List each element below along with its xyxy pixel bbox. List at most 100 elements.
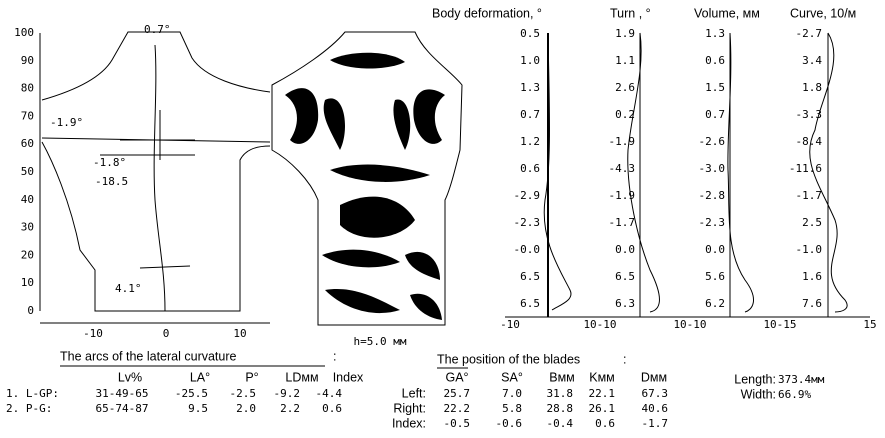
row-label: Index: bbox=[392, 416, 426, 430]
column-header: Kмм bbox=[589, 370, 615, 384]
cell: -9.2 bbox=[274, 387, 301, 400]
cell: 26.1 bbox=[589, 402, 616, 415]
tick-label: -1.9 bbox=[609, 189, 636, 202]
y-tick-label: 70 bbox=[21, 109, 34, 122]
cell: 65-74-87 bbox=[96, 402, 149, 415]
tick-label: 6.2 bbox=[705, 297, 725, 310]
tick-label: -1.7 bbox=[609, 216, 636, 229]
tick-label: 6.5 bbox=[615, 270, 635, 283]
tick-label: -2.7 bbox=[796, 27, 823, 40]
tick-label: -2.9 bbox=[514, 189, 541, 202]
column-header: Volume, мм bbox=[694, 6, 760, 20]
cell: -2.5 bbox=[230, 387, 257, 400]
annotation: -1.9° bbox=[50, 116, 83, 129]
screen: 1009080706050403020100-100100.7°-1.9°-1.… bbox=[0, 0, 885, 438]
column-header: Dмм bbox=[641, 370, 667, 384]
x-tick-label: 10-10 bbox=[673, 318, 706, 331]
cell: -0.4 bbox=[547, 417, 574, 430]
cell: -4.4 bbox=[316, 387, 343, 400]
tick-label: 1.6 bbox=[802, 270, 822, 283]
tick-label: 0.0 bbox=[615, 243, 635, 256]
cell: 5.8 bbox=[502, 402, 522, 415]
tick-label: 1.3 bbox=[705, 27, 725, 40]
column-header: Bмм bbox=[549, 370, 575, 384]
annotation: 0.7° bbox=[144, 23, 171, 36]
tick-label: -8.4 bbox=[796, 135, 823, 148]
cell: -0.6 bbox=[496, 417, 523, 430]
cell: 9.5 bbox=[188, 402, 208, 415]
x-tick-label: 10-15 bbox=[763, 318, 796, 331]
cell: 0.6 bbox=[322, 402, 342, 415]
cell: 2.2 bbox=[280, 402, 300, 415]
row-label: 1. L-GP: bbox=[6, 387, 59, 400]
tick-label: 0.7 bbox=[520, 108, 540, 121]
x-tick-label: -10 bbox=[500, 318, 520, 331]
cell: 22.2 bbox=[444, 402, 471, 415]
x-tick-label: -10 bbox=[83, 327, 103, 340]
summary-label: Length: bbox=[734, 372, 776, 386]
tick-label: 0.0 bbox=[705, 243, 725, 256]
tick-label: -2.3 bbox=[514, 216, 541, 229]
cell: 7.0 bbox=[502, 387, 522, 400]
tick-label: 2.6 bbox=[615, 81, 635, 94]
tick-label: -1.7 bbox=[796, 189, 823, 202]
column-header: Turn , ° bbox=[610, 6, 651, 20]
y-tick-label: 0 bbox=[27, 304, 34, 317]
y-tick-label: 30 bbox=[21, 221, 34, 234]
tick-label: 2.5 bbox=[802, 216, 822, 229]
annotation: -1.8° bbox=[93, 156, 126, 169]
tick-label: 1.0 bbox=[520, 54, 540, 67]
tick-label: 5.6 bbox=[705, 270, 725, 283]
tick-label: -11.6 bbox=[789, 162, 822, 175]
y-tick-label: 50 bbox=[21, 165, 34, 178]
tick-label: 1.1 bbox=[615, 54, 635, 67]
summary-value: 373.4мм bbox=[778, 373, 825, 386]
x-tick-label: 10-10 bbox=[583, 318, 616, 331]
y-tick-label: 60 bbox=[21, 137, 34, 150]
tick-label: 1.9 bbox=[615, 27, 635, 40]
column-header: GA° bbox=[445, 370, 468, 384]
column-header: P° bbox=[245, 370, 258, 384]
table-title: The position of the blades bbox=[437, 352, 580, 366]
tick-label: 0.6 bbox=[705, 54, 725, 67]
y-tick-label: 100 bbox=[14, 26, 34, 39]
y-tick-label: 80 bbox=[21, 82, 34, 95]
cell: 28.8 bbox=[547, 402, 574, 415]
column-header: Body deformation, ° bbox=[432, 6, 542, 20]
column-header: Lv% bbox=[118, 370, 142, 384]
tick-label: 1.2 bbox=[520, 135, 540, 148]
x-tick-label: 10 bbox=[233, 327, 246, 340]
row-label: 2. P-G: bbox=[6, 402, 52, 415]
y-tick-label: 90 bbox=[21, 54, 34, 67]
cell: 0.6 bbox=[595, 417, 615, 430]
tick-label: 3.4 bbox=[802, 54, 822, 67]
tick-label: 7.6 bbox=[802, 297, 822, 310]
colon: : bbox=[333, 349, 336, 363]
cell: 22.1 bbox=[589, 387, 616, 400]
column-header: Curve, 10/м bbox=[790, 6, 856, 20]
column-header: SA° bbox=[501, 370, 523, 384]
colon: : bbox=[623, 352, 626, 366]
tick-label: 0.5 bbox=[520, 27, 540, 40]
tick-label: 0.7 bbox=[705, 108, 725, 121]
tick-label: 0.2 bbox=[615, 108, 635, 121]
caption: h=5.0 мм bbox=[354, 335, 407, 348]
tick-label: -2.3 bbox=[699, 216, 726, 229]
cell: 40.6 bbox=[642, 402, 669, 415]
tick-label: -3.3 bbox=[796, 108, 823, 121]
x-tick-label: 0 bbox=[163, 327, 170, 340]
tick-label: -4.3 bbox=[609, 162, 636, 175]
y-tick-label: 10 bbox=[21, 276, 34, 289]
summary-label: Width: bbox=[741, 387, 776, 401]
tick-label: 1.5 bbox=[705, 81, 725, 94]
cell: -25.5 bbox=[175, 387, 208, 400]
cell: -0.5 bbox=[444, 417, 471, 430]
tick-label: -1.0 bbox=[796, 243, 823, 256]
x-tick-label: 15 bbox=[863, 318, 876, 331]
annotation: -18.5 bbox=[95, 175, 128, 188]
tick-label: 1.8 bbox=[802, 81, 822, 94]
cell: -1.7 bbox=[642, 417, 669, 430]
zebra-image bbox=[272, 32, 462, 325]
annotation: 4.1° bbox=[115, 282, 142, 295]
tick-label: -1.9 bbox=[609, 135, 636, 148]
